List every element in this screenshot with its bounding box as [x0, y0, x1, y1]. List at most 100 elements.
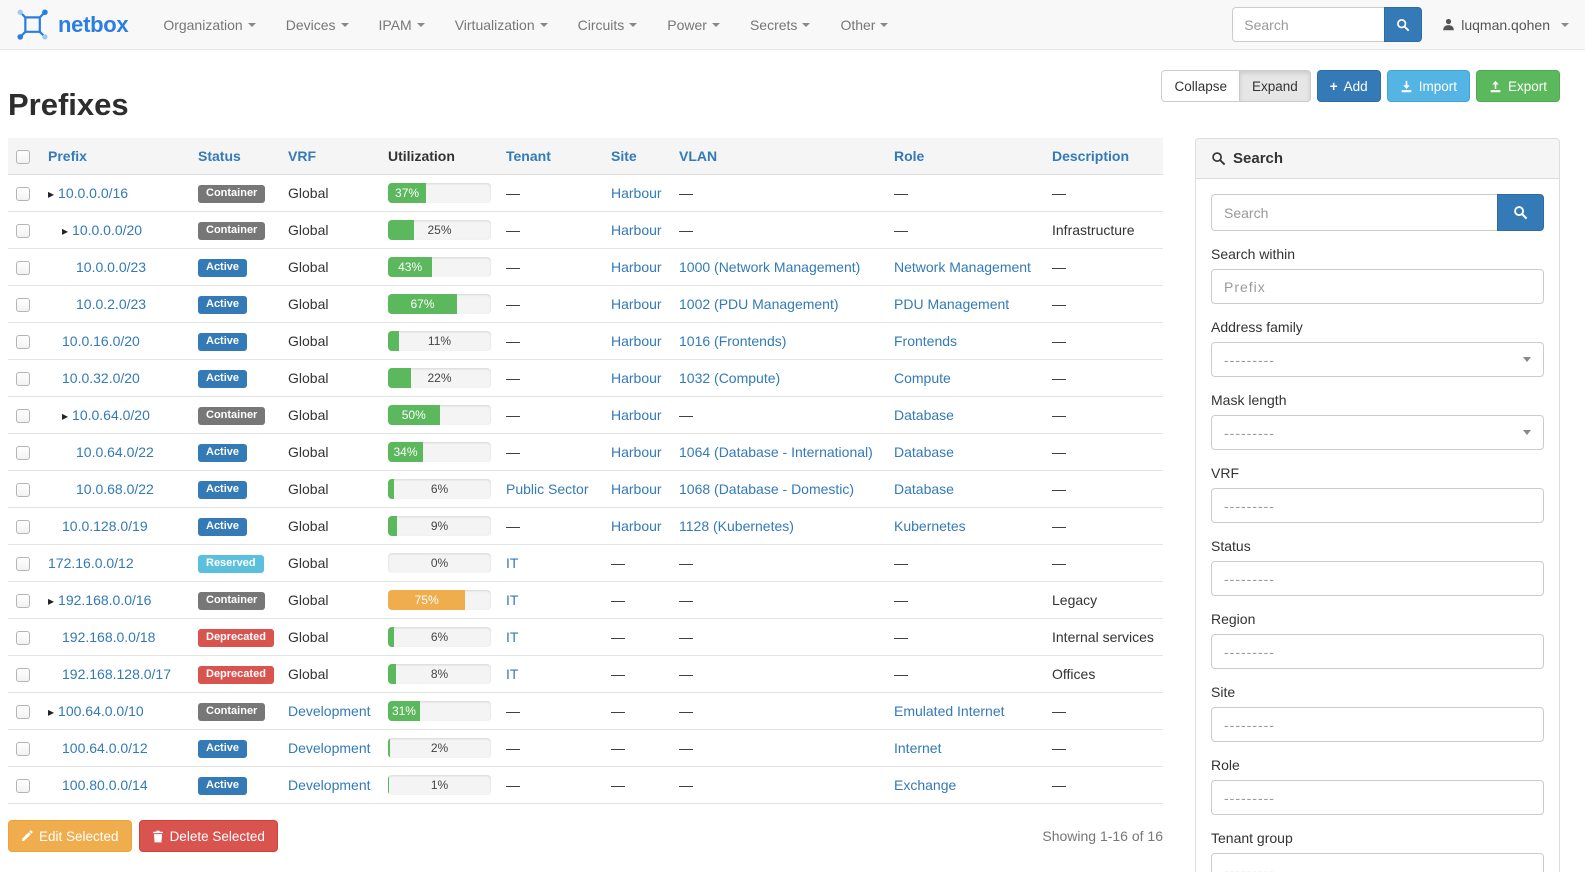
role-input[interactable] [1211, 780, 1544, 815]
nav-item-virtualization[interactable]: Virtualization [440, 0, 563, 50]
column-header-prefix[interactable]: Prefix [40, 138, 190, 176]
expand-button[interactable]: Expand [1239, 70, 1311, 102]
vlan-link[interactable]: 1068 (Database - Domestic) [679, 481, 855, 498]
role-link[interactable]: Compute [894, 370, 951, 387]
row-checkbox[interactable] [16, 298, 30, 313]
prefix-link[interactable]: 10.0.0.0/16 [58, 185, 129, 202]
column-sort-link[interactable]: Prefix [48, 148, 87, 165]
navbar-search-input[interactable] [1232, 7, 1385, 42]
vrf-input[interactable] [1211, 488, 1544, 523]
site-link[interactable]: Harbour [611, 518, 662, 535]
row-checkbox[interactable] [16, 742, 30, 757]
netbox-brand[interactable]: netbox [16, 8, 129, 42]
site-link[interactable]: Harbour [611, 370, 662, 387]
role-link[interactable]: Frontends [894, 333, 958, 350]
row-checkbox[interactable] [16, 261, 30, 276]
tenant-link[interactable]: Public Sector [506, 481, 589, 498]
role-link[interactable]: Exchange [894, 777, 957, 794]
nav-item-devices[interactable]: Devices [271, 0, 364, 50]
site-link[interactable]: Harbour [611, 296, 662, 313]
expand-caret-icon[interactable]: ▸ [48, 594, 55, 609]
edit-selected-button[interactable]: Edit Selected [8, 820, 132, 853]
prefix-link[interactable]: 10.0.68.0/22 [76, 481, 154, 498]
vlan-link[interactable]: 1064 (Database - International) [679, 444, 873, 461]
row-checkbox[interactable] [16, 483, 30, 498]
site-link[interactable]: Harbour [611, 407, 662, 424]
navbar-search-button[interactable] [1384, 7, 1423, 42]
export-button[interactable]: Export [1475, 70, 1560, 102]
column-header-vrf[interactable]: VRF [280, 138, 380, 176]
role-link[interactable]: Internet [894, 740, 942, 757]
site-input[interactable] [1211, 707, 1544, 742]
site-link[interactable]: Harbour [611, 444, 662, 461]
tenant-link[interactable]: IT [506, 592, 519, 609]
vrf-link[interactable]: Development [288, 703, 371, 720]
region-input[interactable] [1211, 634, 1544, 669]
row-checkbox[interactable] [16, 631, 30, 646]
prefix-link[interactable]: 192.168.128.0/17 [62, 666, 171, 683]
row-checkbox[interactable] [16, 409, 30, 424]
role-link[interactable]: Database [894, 481, 954, 498]
sidebar-search-button[interactable] [1497, 194, 1544, 231]
tenant-link[interactable]: IT [506, 629, 519, 646]
mask-length-select[interactable] [1211, 415, 1544, 450]
column-sort-link[interactable]: Status [198, 148, 241, 165]
select-all-checkbox[interactable] [16, 150, 30, 165]
row-checkbox[interactable] [16, 372, 30, 387]
search-within-input[interactable] [1211, 269, 1544, 304]
prefix-link[interactable]: 192.168.0.0/16 [58, 592, 152, 609]
prefix-link[interactable]: 10.0.2.0/23 [76, 296, 147, 313]
vrf-link[interactable]: Development [288, 740, 371, 757]
column-sort-link[interactable]: Tenant [506, 148, 551, 165]
column-header-role[interactable]: Role [886, 138, 1044, 176]
column-header-vlan[interactable]: VLAN [671, 138, 886, 176]
role-link[interactable]: Database [894, 407, 954, 424]
column-sort-link[interactable]: Role [894, 148, 925, 165]
row-checkbox[interactable] [16, 594, 30, 609]
expand-caret-icon[interactable]: ▸ [48, 705, 55, 720]
row-checkbox[interactable] [16, 187, 30, 202]
import-button[interactable]: Import [1386, 70, 1470, 102]
prefix-link[interactable]: 100.64.0.0/10 [58, 703, 144, 720]
row-checkbox[interactable] [16, 779, 30, 794]
prefix-link[interactable]: 172.16.0.0/12 [48, 555, 134, 572]
tenant-link[interactable]: IT [506, 555, 519, 572]
vlan-link[interactable]: 1002 (PDU Management) [679, 296, 839, 313]
expand-caret-icon[interactable]: ▸ [62, 224, 69, 239]
role-link[interactable]: Database [894, 444, 954, 461]
prefix-link[interactable]: 10.0.64.0/20 [72, 407, 150, 424]
site-link[interactable]: Harbour [611, 259, 662, 276]
column-header-description[interactable]: Description [1044, 138, 1163, 176]
vrf-link[interactable]: Development [288, 777, 371, 794]
nav-item-secrets[interactable]: Secrets [735, 0, 825, 50]
address-family-select[interactable] [1211, 342, 1544, 377]
role-link[interactable]: PDU Management [894, 296, 1010, 313]
site-link[interactable]: Harbour [611, 333, 662, 350]
column-header-tenant[interactable]: Tenant [498, 138, 603, 176]
nav-item-other[interactable]: Other [825, 0, 903, 50]
column-sort-link[interactable]: Site [611, 148, 637, 165]
expand-caret-icon[interactable]: ▸ [62, 409, 69, 424]
prefix-link[interactable]: 100.80.0.0/14 [62, 777, 148, 794]
prefix-link[interactable]: 10.0.16.0/20 [62, 333, 140, 350]
nav-item-power[interactable]: Power [652, 0, 735, 50]
vlan-link[interactable]: 1032 (Compute) [679, 370, 781, 387]
column-sort-link[interactable]: VRF [288, 148, 316, 165]
delete-selected-button[interactable]: Delete Selected [138, 820, 278, 853]
expand-caret-icon[interactable]: ▸ [48, 187, 55, 202]
collapse-button[interactable]: Collapse [1161, 70, 1240, 102]
column-sort-link[interactable]: Description [1052, 148, 1130, 165]
prefix-link[interactable]: 10.0.0.0/23 [76, 259, 147, 276]
vlan-link[interactable]: 1128 (Kubernetes) [679, 518, 794, 535]
prefix-link[interactable]: 100.64.0.0/12 [62, 740, 148, 757]
role-link[interactable]: Network Management [894, 259, 1031, 276]
prefix-link[interactable]: 10.0.128.0/19 [62, 518, 148, 535]
site-link[interactable]: Harbour [611, 185, 662, 202]
site-link[interactable]: Harbour [611, 481, 662, 498]
tenant-group-input[interactable] [1211, 853, 1544, 872]
row-checkbox[interactable] [16, 668, 30, 683]
sidebar-search-input[interactable] [1211, 194, 1497, 231]
nav-item-ipam[interactable]: IPAM [364, 0, 440, 50]
site-link[interactable]: Harbour [611, 222, 662, 239]
row-checkbox[interactable] [16, 557, 30, 572]
